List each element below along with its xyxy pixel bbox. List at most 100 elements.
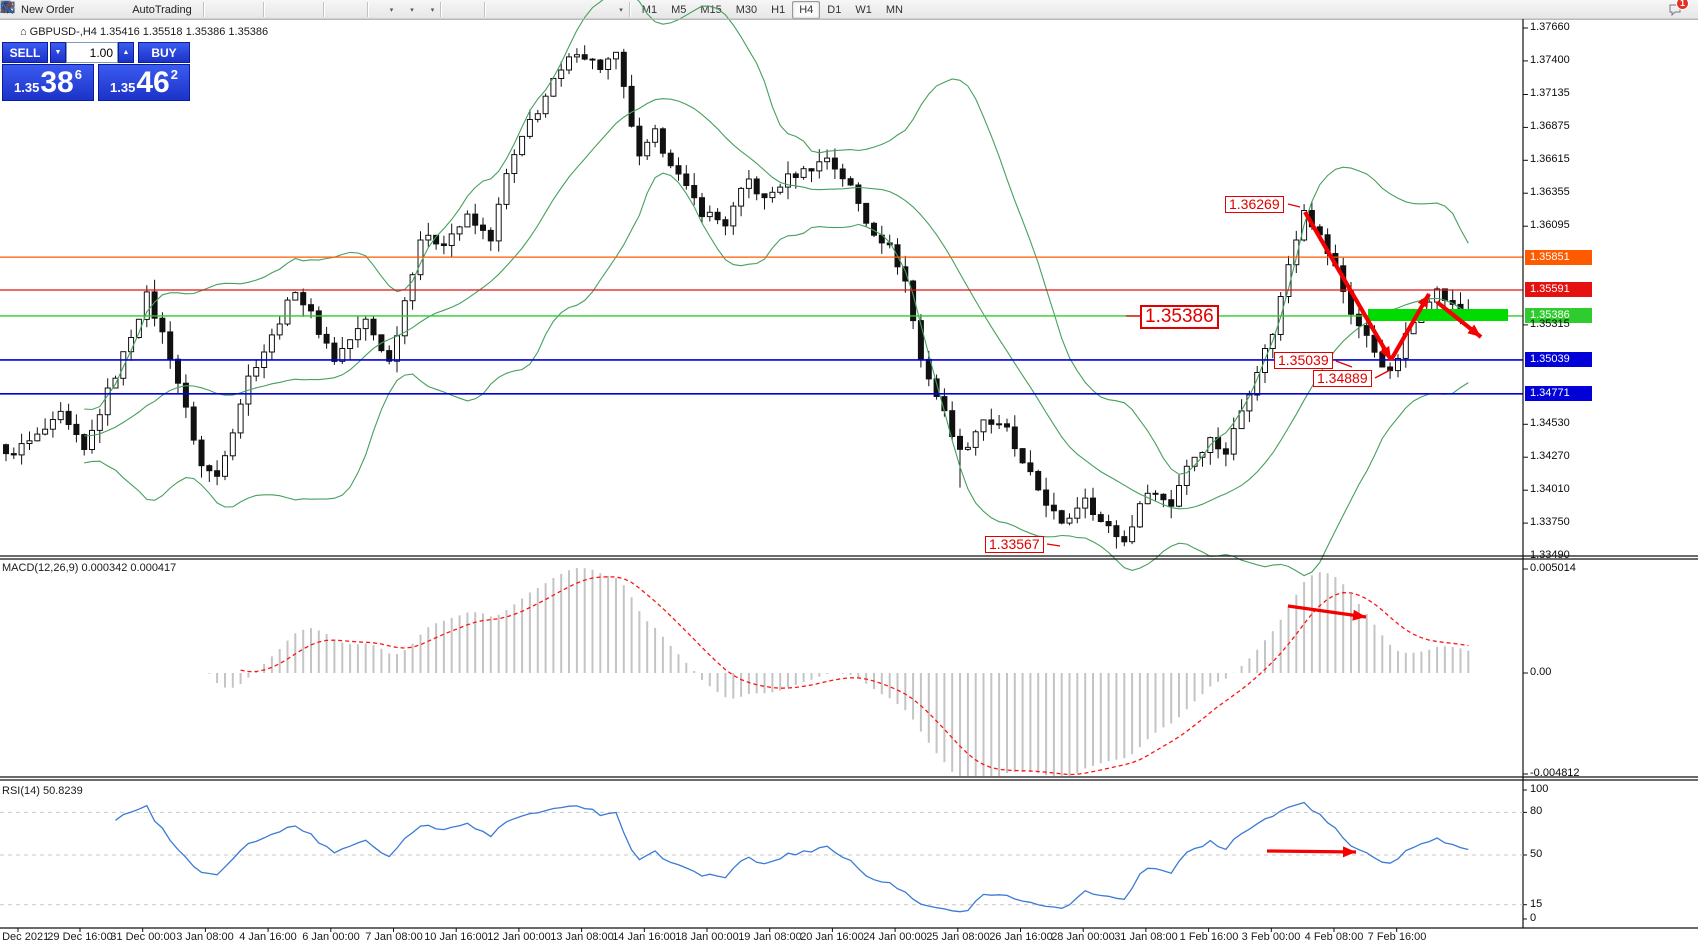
toolbar-separator <box>262 2 265 17</box>
toolbar-separator <box>322 2 325 17</box>
time-axis-label: 14 Jan 16:00 <box>612 931 676 942</box>
price-level-label: 1.35591 <box>1525 282 1592 297</box>
price-axis-tick: 1.36095 <box>1530 219 1570 231</box>
rsi-line <box>115 801 1469 913</box>
price-axis-tick: 1.36355 <box>1530 186 1570 198</box>
time-axis-label: 25 Jan 08:00 <box>926 931 990 942</box>
price-axis-tick: 1.34010 <box>1530 483 1570 495</box>
volume-increase-button[interactable]: ▲ <box>118 42 134 63</box>
rsi-axis-tick: 15 <box>1530 898 1543 910</box>
sell-price-point: 6 <box>74 67 82 82</box>
chat-icon[interactable]: 1 <box>1668 0 1689 17</box>
sell-price-whole: 1.35 <box>14 80 40 95</box>
green-zone-annotation <box>1368 309 1508 321</box>
macd-indicator-label: MACD(12,26,9) 0.000342 0.000417 <box>2 562 177 574</box>
price-axis-tick: 1.36875 <box>1530 120 1570 132</box>
timeframe-h4[interactable]: H4 <box>792 0 821 19</box>
notification-badge: 1 <box>1676 0 1689 10</box>
time-axis-label: 24 Jan 00:00 <box>863 931 927 942</box>
toolbar-separator <box>484 2 487 17</box>
price-callout-label[interactable]: 1.33567 <box>985 536 1044 553</box>
price-level-label: 1.35386 <box>1525 308 1592 323</box>
periods-icon-dropdown[interactable]: ▾ <box>410 6 414 14</box>
bollinger-band <box>84 0 1469 475</box>
red-arrowhead <box>1417 294 1429 309</box>
timeframe-w1[interactable]: W1 <box>855 3 872 16</box>
time-axis-label: 18 Jan 00:00 <box>675 931 739 942</box>
buy-price-whole: 1.35 <box>110 80 136 95</box>
volume-decrease-button[interactable]: ▼ <box>50 42 66 63</box>
price-callout-label[interactable]: 1.36269 <box>1225 196 1284 213</box>
time-axis-label: 12 Jan 00:00 <box>487 931 551 942</box>
time-axis-label: 29 Dec 16:00 <box>47 931 113 942</box>
buy-price-point: 2 <box>170 67 178 82</box>
price-level-label: 1.35851 <box>1525 250 1592 265</box>
price-axis-tick: 1.37400 <box>1530 54 1570 66</box>
buy-price-button[interactable]: 1.35 46 2 <box>98 64 190 101</box>
time-axis-label: 3 Jan 08:00 <box>176 931 234 942</box>
time-axis-label: 28 Jan 00:00 <box>1051 931 1115 942</box>
price-level-label: 1.35039 <box>1525 352 1592 367</box>
rsi-axis-tick: 80 <box>1530 805 1543 817</box>
time-axis-label: 13 Jan 08:00 <box>550 931 614 942</box>
arrows-dropdown[interactable]: ▾ <box>619 6 623 14</box>
red-arrow-annotation <box>1287 604 1367 619</box>
timeframe-m30[interactable]: M30 <box>735 3 758 16</box>
rsi-axis-tick: 0 <box>1530 912 1537 924</box>
timeframe-mn[interactable]: MN <box>885 3 903 16</box>
sell-button[interactable]: SELL <box>2 42 48 63</box>
svg-text:A: A <box>3 2 11 14</box>
price-callout-label[interactable]: 1.35039 <box>1274 352 1333 369</box>
price-axis-tick: 1.36615 <box>1530 153 1570 165</box>
time-axis-label: 20 Jan 16:00 <box>800 931 864 942</box>
time-axis-label: 31 Jan 08:00 <box>1114 931 1178 942</box>
red-arrowhead <box>1352 609 1366 621</box>
red-arrowhead <box>1342 846 1356 858</box>
time-axis-label: 7 Feb 16:00 <box>1367 931 1427 942</box>
templates-icon-dropdown[interactable]: ▾ <box>430 6 435 14</box>
main-toolbar: New OrderAutoTrading▾▾▾EFAT▾M1M5M15M30H1… <box>0 0 1698 20</box>
price-axis-tick: 1.37660 <box>1530 21 1570 33</box>
volume-input[interactable]: 1.00 <box>66 42 118 63</box>
text-icon[interactable]: A <box>3 2 586 17</box>
price-callout-label[interactable]: 1.34889 <box>1313 370 1372 387</box>
toolbar-separator <box>440 2 443 17</box>
toolbar-separator <box>628 2 631 17</box>
bollinger-band <box>84 98 1469 510</box>
timeframe-d1[interactable]: D1 <box>827 3 842 16</box>
timeframe-h1[interactable]: H1 <box>771 3 786 16</box>
indicators-icon-dropdown[interactable]: ▾ <box>389 6 394 14</box>
rsi-axis-tick: 100 <box>1530 783 1549 795</box>
rsi-axis-tick: 50 <box>1530 848 1543 860</box>
buy-price-pips: 46 <box>136 66 170 99</box>
red-arrowhead <box>1379 345 1391 360</box>
bollinger-band <box>84 172 1469 577</box>
symbol-trend-icon: ⌂ <box>20 26 27 38</box>
time-axis-label: 19 Jan 08:00 <box>738 931 802 942</box>
buy-button[interactable]: BUY <box>138 42 190 63</box>
red-arrow-annotation <box>1266 849 1357 854</box>
time-axis-label: 4 Jan 16:00 <box>239 931 297 942</box>
price-axis-tick: 1.37135 <box>1530 87 1570 99</box>
timeframe-m1[interactable]: M1 <box>641 3 658 16</box>
macd-axis-tick: 0.005014 <box>1530 562 1576 574</box>
sell-price-pips: 38 <box>40 66 74 99</box>
price-level-label: 1.34771 <box>1525 386 1592 401</box>
time-axis-label: 26 Jan 16:00 <box>989 931 1053 942</box>
price-axis-tick: 1.34530 <box>1530 417 1570 429</box>
toolbar-separator <box>366 2 369 17</box>
time-axis-label: 28 Dec 2021 <box>0 931 50 942</box>
time-axis-label: 1 Feb 16:00 <box>1179 931 1239 942</box>
one-click-trading-panel: SELL ▼ 1.00 ▲ BUY 1.35 38 6 1.35 46 2 <box>2 42 190 101</box>
rsi-indicator-label: RSI(14) 50.8239 <box>2 785 83 797</box>
search-icon[interactable] <box>1 1 1662 17</box>
price-callout-label[interactable]: 1.35386 <box>1140 305 1219 329</box>
price-axis-tick: 1.35315 <box>1530 318 1570 330</box>
timeframe-m5[interactable]: M5 <box>671 3 687 16</box>
time-axis-label: 4 Feb 08:00 <box>1304 931 1364 942</box>
sell-price-button[interactable]: 1.35 38 6 <box>2 64 94 101</box>
time-axis-label: 31 Dec 00:00 <box>110 931 176 942</box>
time-axis-label: 6 Jan 00:00 <box>302 931 360 942</box>
